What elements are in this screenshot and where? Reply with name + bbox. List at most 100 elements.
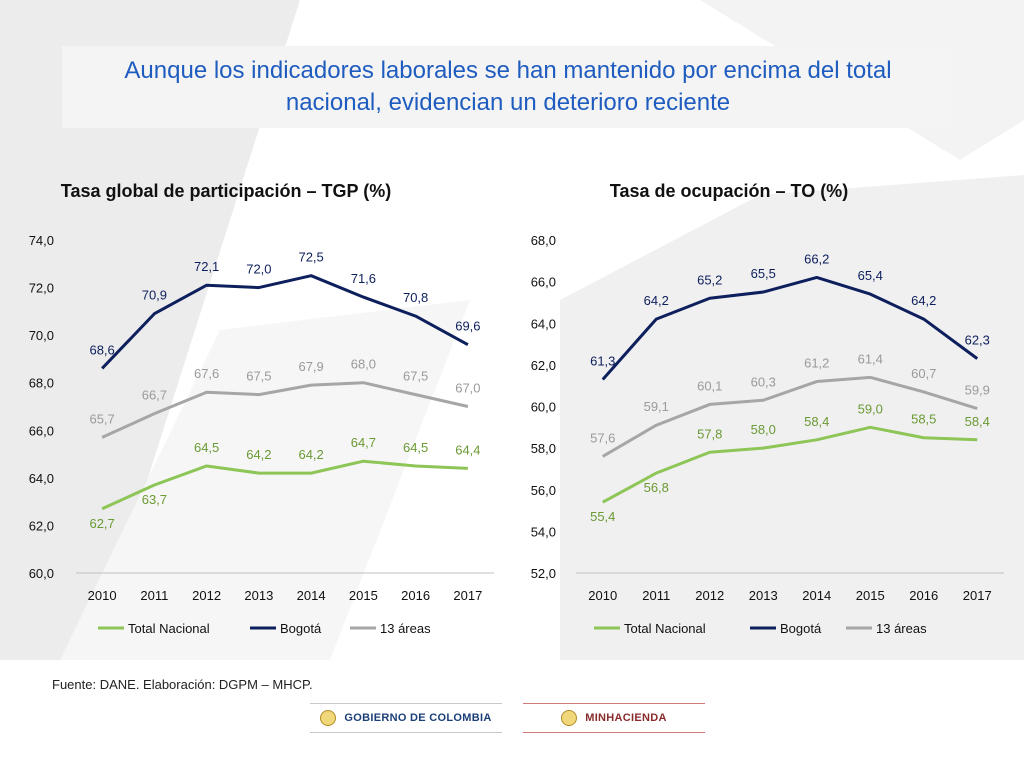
chart-tgp-plot: 60,0 62,0 64,0 66,0 68,0 70,0 72,0 74,0 2010 2011… <box>29 233 494 636</box>
chart-tgp: Tasa global de participación – TGP (%) 6… <box>10 165 510 645</box>
y-tick-label: 72,0 <box>29 281 54 296</box>
x-tick-label: 2014 <box>802 588 831 603</box>
y-tick-label: 66,0 <box>29 423 54 438</box>
y-tick-label: 74,0 <box>29 233 54 248</box>
data-label-bogota: 65,4 <box>858 268 883 283</box>
x-tick-label: 2010 <box>588 588 617 603</box>
y-tick-label: 60,0 <box>531 400 556 415</box>
data-label-total_nacional: 64,5 <box>194 440 219 455</box>
data-label-total_nacional: 59,0 <box>858 401 883 416</box>
data-label-total_nacional: 64,4 <box>455 442 480 457</box>
data-label-bogota: 72,1 <box>194 259 219 274</box>
gobierno-logo-text: GOBIERNO DE COLOMBIA <box>344 712 492 724</box>
data-label-bogota: 64,2 <box>644 293 669 308</box>
series-line-bogota <box>101 274 469 370</box>
data-label-total_nacional: 58,5 <box>911 412 936 427</box>
x-tick-label: 2013 <box>749 588 778 603</box>
legend-label-areas: 13 áreas <box>380 621 431 636</box>
data-label-bogota: 62,3 <box>965 333 990 348</box>
data-label-bogota: 71,6 <box>351 271 376 286</box>
data-label-total_nacional: 58,4 <box>965 414 990 429</box>
x-tick-label: 2012 <box>192 588 221 603</box>
x-tick-label: 2011 <box>642 588 670 603</box>
legend-label-areas: 13 áreas <box>876 621 927 636</box>
data-label-bogota: 72,5 <box>298 250 323 265</box>
y-tick-label: 62,0 <box>531 358 556 373</box>
y-tick-label: 62,0 <box>29 518 54 533</box>
y-tick-label: 68,0 <box>29 376 54 391</box>
series-line-areas <box>601 375 978 458</box>
data-label-total_nacional: 63,7 <box>142 492 167 507</box>
y-tick-label: 68,0 <box>531 233 556 248</box>
data-label-total_nacional: 58,0 <box>751 422 776 437</box>
data-label-areas: 65,7 <box>89 411 114 426</box>
y-tick-label: 66,0 <box>531 275 556 290</box>
slide-title: Aunque los indicadores laborales se han … <box>124 57 892 116</box>
y-tick-label: 52,0 <box>531 566 556 581</box>
data-label-areas: 68,0 <box>351 357 376 372</box>
x-tick-label: 2010 <box>88 588 117 603</box>
chart-to-plot: 52,0 54,0 56,0 58,0 60,0 62,0 64,0 66,0 68,0 2010… <box>531 233 1004 636</box>
data-label-bogota: 68,6 <box>89 342 114 357</box>
x-tick-label: 2017 <box>963 588 992 603</box>
minhacienda-logo: MINHACIENDA <box>523 703 705 733</box>
legend-label-total_nacional: Total Nacional <box>624 621 706 636</box>
x-tick-label: 2015 <box>856 588 885 603</box>
data-label-total_nacional: 64,2 <box>246 447 271 462</box>
y-tick-label: 60,0 <box>29 566 54 581</box>
data-label-bogota: 70,9 <box>142 288 167 303</box>
series-line-areas <box>101 381 469 439</box>
minhacienda-logo-text: MINHACIENDA <box>585 712 667 724</box>
y-tick-label: 54,0 <box>531 524 556 539</box>
series-line-total_nacional <box>101 459 468 511</box>
x-tick-label: 2014 <box>297 588 326 603</box>
data-label-bogota: 65,5 <box>751 266 776 281</box>
chart-title: Tasa de ocupación – TO (%) <box>609 181 849 201</box>
y-tick-label: 70,0 <box>29 328 54 343</box>
data-label-total_nacional: 64,2 <box>298 447 323 462</box>
data-label-areas: 67,9 <box>298 359 323 374</box>
data-label-areas: 60,7 <box>911 366 936 381</box>
data-label-areas: 67,0 <box>455 381 480 396</box>
data-label-total_nacional: 58,4 <box>804 414 829 429</box>
data-label-total_nacional: 64,5 <box>403 440 428 455</box>
x-tick-label: 2016 <box>401 588 430 603</box>
footer <box>0 664 1024 768</box>
data-label-bogota: 72,0 <box>246 262 271 277</box>
y-tick-label: 58,0 <box>531 441 556 456</box>
legend-label-bogota: Bogotá <box>280 621 322 636</box>
source-note: Fuente: DANE. Elaboración: DGPM – MHCP. <box>52 677 313 692</box>
data-label-areas: 57,6 <box>590 430 615 445</box>
data-label-bogota: 66,2 <box>804 251 829 266</box>
data-label-total_nacional: 55,4 <box>590 509 615 524</box>
chart-to: Tasa de ocupación – TO (%) 52,0 54,0 56,0 5… <box>514 165 1014 645</box>
data-label-areas: 61,4 <box>858 351 883 366</box>
x-tick-label: 2016 <box>909 588 938 603</box>
x-tick-label: 2011 <box>140 588 168 603</box>
x-tick-label: 2012 <box>695 588 724 603</box>
data-label-areas: 67,5 <box>403 369 428 384</box>
data-label-areas: 67,5 <box>246 369 271 384</box>
series-line-total_nacional <box>602 425 978 504</box>
legend-label-bogota: Bogotá <box>780 621 822 636</box>
x-tick-label: 2017 <box>453 588 482 603</box>
series-line-bogota <box>601 275 979 381</box>
data-label-total_nacional: 62,7 <box>89 516 114 531</box>
legend-label-total_nacional: Total Nacional <box>128 621 210 636</box>
colombia-seal-icon <box>320 710 337 726</box>
data-label-bogota: 69,6 <box>455 319 480 334</box>
data-label-bogota: 70,8 <box>403 290 428 305</box>
y-tick-label: 64,0 <box>531 316 556 331</box>
y-tick-label: 56,0 <box>531 483 556 498</box>
colombia-seal-icon <box>561 710 578 726</box>
x-tick-label: 2015 <box>349 588 378 603</box>
data-label-bogota: 64,2 <box>911 293 936 308</box>
data-label-total_nacional: 57,8 <box>697 426 722 441</box>
data-label-areas: 59,1 <box>644 399 669 414</box>
x-tick-label: 2013 <box>244 588 273 603</box>
data-label-areas: 60,3 <box>751 374 776 389</box>
data-label-total_nacional: 64,7 <box>351 435 376 450</box>
data-label-bogota: 61,3 <box>590 353 615 368</box>
data-label-bogota: 65,2 <box>697 272 722 287</box>
data-label-areas: 66,7 <box>142 388 167 403</box>
